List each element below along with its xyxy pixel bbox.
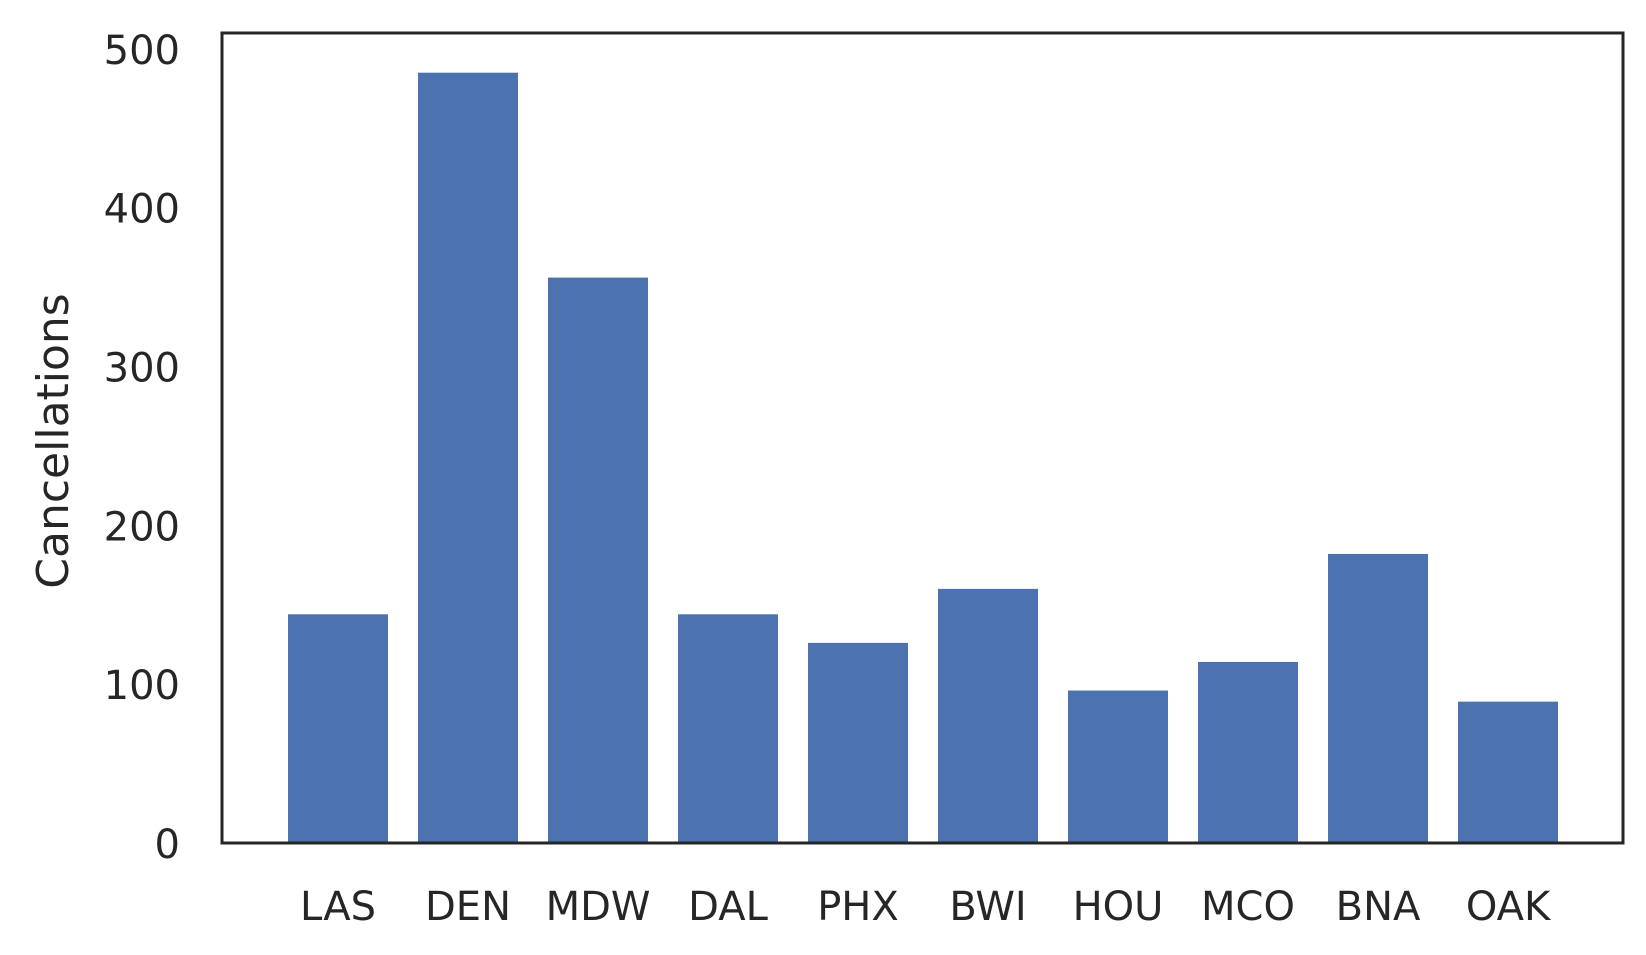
y-tick-label-200: 200 <box>104 504 180 550</box>
y-axis-ticks: 0 100 200 300 400 500 <box>104 28 180 868</box>
x-tick-label-mdw: MDW <box>546 884 651 930</box>
bar-mdw <box>548 277 648 843</box>
bar-den <box>418 72 518 844</box>
y-tick-label-400: 400 <box>104 187 180 233</box>
x-axis-ticks: LAS DEN MDW DAL PHX BWI HOU MCO BNA OAK <box>300 884 1552 930</box>
bar-mco <box>1198 661 1298 843</box>
x-tick-label-phx: PHX <box>817 884 899 930</box>
x-tick-label-den: DEN <box>425 884 511 930</box>
x-tick-label-las: LAS <box>300 884 376 930</box>
x-tick-label-hou: HOU <box>1073 884 1164 930</box>
x-tick-label-oak: OAK <box>1466 884 1552 930</box>
y-tick-label-100: 100 <box>104 663 180 709</box>
bar-bna <box>1328 553 1428 843</box>
x-tick-label-dal: DAL <box>688 884 768 930</box>
bars-group <box>288 72 1558 844</box>
y-tick-label-300: 300 <box>104 346 180 392</box>
y-tick-label-0: 0 <box>155 822 180 868</box>
bar-phx <box>808 642 908 843</box>
bar-hou <box>1068 690 1168 843</box>
x-tick-label-bwi: BWI <box>949 884 1026 930</box>
plot-frame <box>220 31 1625 845</box>
x-tick-label-mco: MCO <box>1201 884 1295 930</box>
bar-oak <box>1458 701 1558 843</box>
bar-bwi <box>938 588 1038 843</box>
y-axis-label: Cancellations <box>28 293 79 588</box>
y-tick-label-500: 500 <box>104 28 180 74</box>
x-tick-label-bna: BNA <box>1336 884 1421 930</box>
bar-las <box>288 614 388 843</box>
bar-dal <box>678 614 778 843</box>
